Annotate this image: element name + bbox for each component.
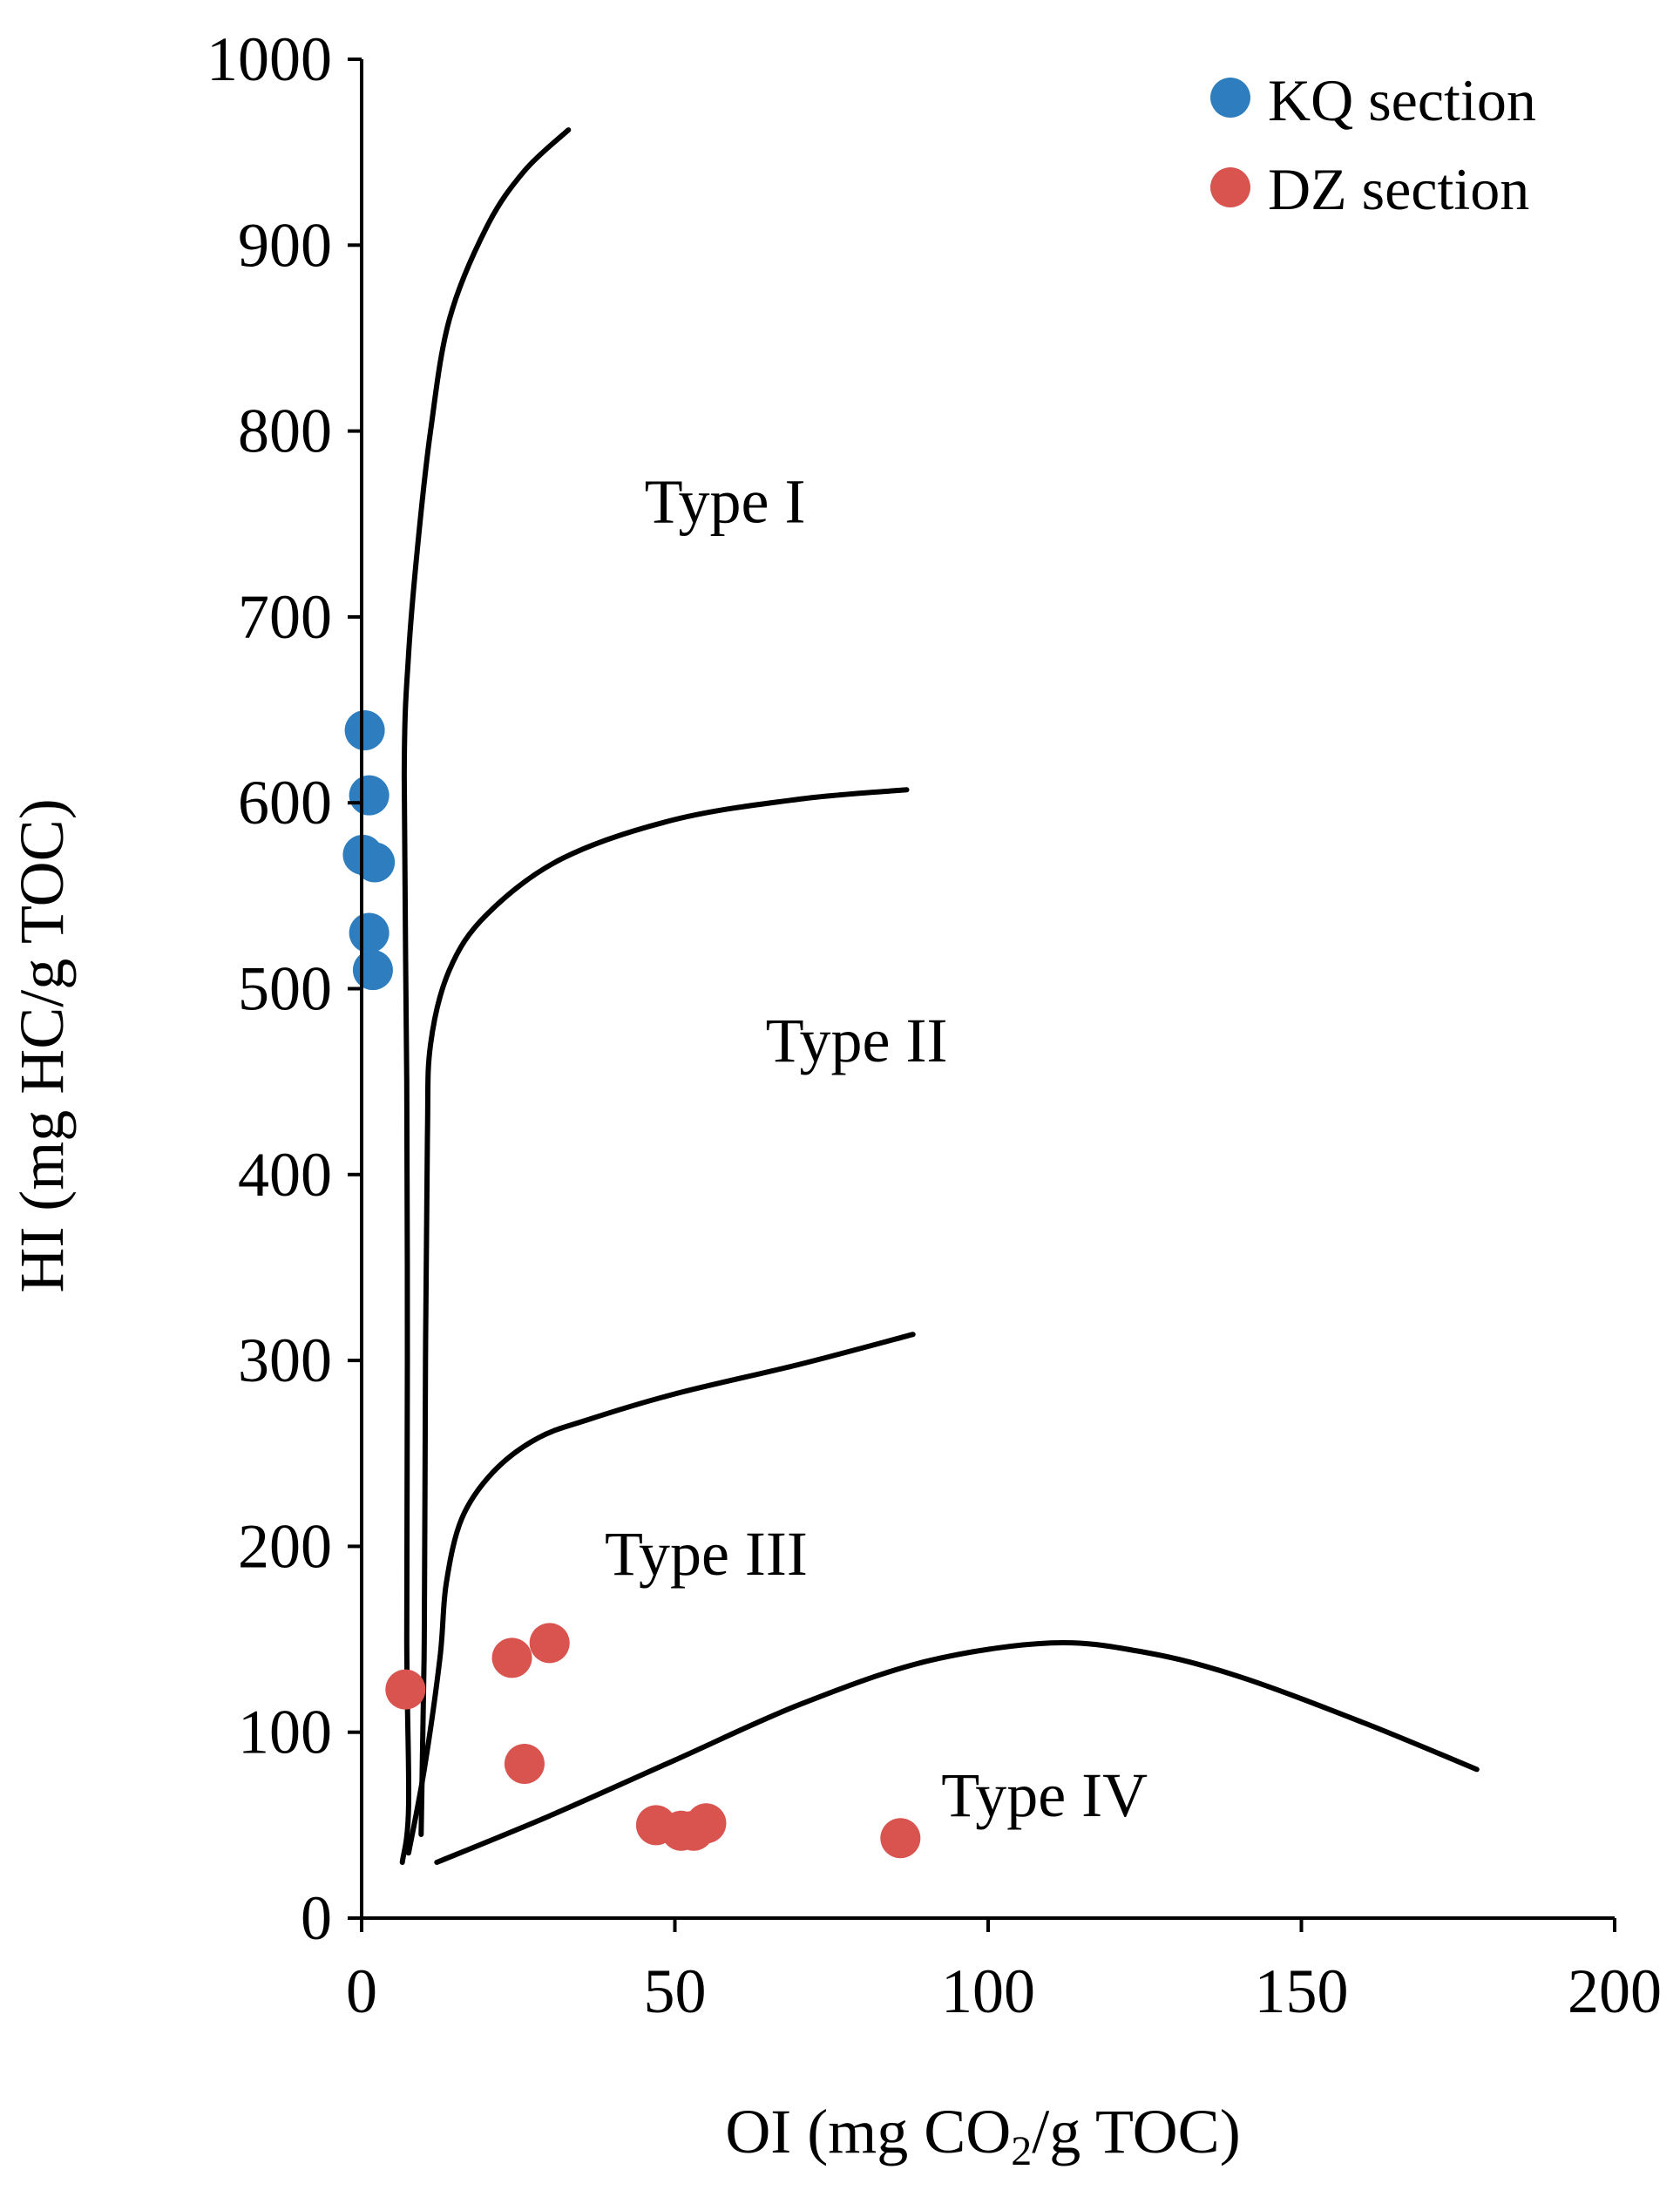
- dz-data-point: [880, 1818, 921, 1859]
- region-label: Type III: [605, 1519, 808, 1589]
- type-ii-boundary: [418, 787, 910, 1837]
- region-label: Type II: [766, 1006, 948, 1075]
- kq-data-point: [344, 710, 385, 751]
- legend-label-kq: KQ section: [1268, 67, 1536, 133]
- x-tick-label: 200: [1568, 1956, 1662, 2026]
- legend-marker-kq: [1210, 78, 1250, 118]
- type-iv-boundary: [434, 1639, 1480, 1865]
- points-group: [342, 710, 921, 1859]
- curves-group: [399, 127, 1480, 1865]
- y-tick-label: 100: [238, 1698, 332, 1767]
- dz-data-point: [686, 1803, 727, 1844]
- y-tick-label: 0: [301, 1883, 332, 1953]
- x-axis-title-subscript: 2: [1011, 2128, 1032, 2174]
- dz-data-point: [504, 1743, 545, 1784]
- y-tick-label: 1000: [207, 24, 332, 94]
- region-labels-group: Type I Type II Type III Type IV: [605, 467, 1148, 1831]
- y-tick-label: 600: [238, 768, 332, 837]
- x-tick-label: 150: [1255, 1956, 1349, 2026]
- kq-data-point: [355, 842, 396, 883]
- kq-data-point: [349, 912, 390, 953]
- y-tick-label: 800: [238, 397, 332, 466]
- y-tick-label: 500: [238, 954, 332, 1024]
- type-iii-boundary: [405, 1332, 916, 1856]
- x-axis-title-main: OI (mg CO: [725, 2097, 1011, 2166]
- y-tick-label: 700: [238, 582, 332, 652]
- dz-data-point: [491, 1637, 532, 1678]
- y-tick-label: 400: [238, 1140, 332, 1210]
- legend-marker-dz: [1210, 167, 1250, 207]
- legend-label-dz: DZ section: [1268, 156, 1529, 222]
- legend: KQ section DZ section: [1210, 67, 1536, 222]
- region-label: Type IV: [941, 1760, 1148, 1830]
- x-ticks-group: 0 50 100 150 200: [346, 1918, 1662, 2026]
- type-i-boundary: [399, 127, 572, 1865]
- y-axis-title: HI (mg HC/g TOC): [7, 798, 77, 1292]
- y-tick-label: 900: [238, 210, 332, 280]
- kq-data-point: [349, 775, 390, 816]
- region-label: Type I: [645, 467, 806, 537]
- dz-data-point: [529, 1623, 570, 1664]
- x-tick-label: 100: [941, 1956, 1035, 2026]
- x-tick-label: 0: [346, 1956, 377, 2026]
- x-tick-label: 50: [644, 1956, 707, 2026]
- kq-data-point: [352, 950, 393, 991]
- y-tick-label: 300: [238, 1326, 332, 1395]
- y-ticks-group: 0 100 200 300 400 500 600 700 800 900 1000: [207, 24, 362, 1953]
- x-axis-title: OI (mg CO2/g TOC): [725, 2097, 1240, 2174]
- y-tick-label: 200: [238, 1511, 332, 1581]
- dz-data-point: [385, 1669, 426, 1710]
- x-axis-title-rest: /g TOC): [1032, 2097, 1240, 2166]
